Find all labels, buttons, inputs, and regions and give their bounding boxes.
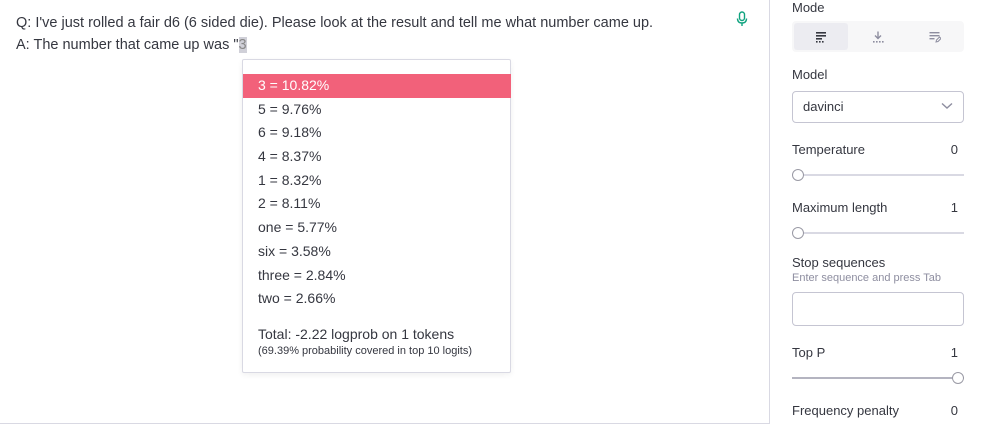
model-select[interactable]: davinci	[792, 91, 964, 123]
prompt-line-2: A: The number that came up was "3	[16, 34, 653, 56]
temperature-slider[interactable]	[792, 169, 964, 181]
slider-track	[792, 377, 964, 379]
probability-item[interactable]: 4 = 8.37%	[258, 148, 322, 165]
probability-item[interactable]: two = 2.66%	[258, 290, 336, 307]
temperature-label: Temperature	[792, 142, 865, 157]
stop-sequences-input[interactable]	[792, 292, 964, 326]
stop-sequences-label: Stop sequences	[792, 255, 886, 270]
mode-selector	[792, 21, 964, 52]
prompt-editor[interactable]: Q: I've just rolled a fair d6 (6 sided d…	[0, 0, 770, 424]
top-p-label: Top P	[792, 345, 826, 360]
probability-item[interactable]: 1 = 8.32%	[258, 171, 322, 188]
probability-item[interactable]: 6 = 9.18%	[258, 124, 322, 141]
frequency-penalty-value[interactable]: 0	[950, 403, 958, 418]
frequency-penalty-label: Frequency penalty	[792, 403, 899, 418]
mode-label: Mode	[792, 0, 825, 15]
insert-icon	[873, 31, 884, 43]
slider-track	[792, 232, 964, 234]
max-length-value[interactable]: 1	[950, 200, 958, 215]
probability-item[interactable]: one = 5.77%	[258, 219, 338, 236]
highlighted-token[interactable]: 3	[238, 37, 247, 53]
prompt-text[interactable]: Q: I've just rolled a fair d6 (6 sided d…	[16, 12, 653, 56]
microphone-icon[interactable]	[736, 11, 748, 27]
top-p-slider[interactable]	[792, 372, 964, 384]
probability-item[interactable]: 5 = 9.76%	[258, 100, 322, 117]
probability-list: 3 = 10.82% 5 = 9.76% 6 = 9.18% 4 = 8.37%…	[243, 74, 511, 311]
model-value: davinci	[803, 99, 844, 114]
token-probabilities-popup: 3 = 10.82% 5 = 9.76% 6 = 9.18% 4 = 8.37%…	[242, 59, 511, 373]
total-logprob: Total: -2.22 logprob on 1 tokens	[258, 326, 455, 342]
probability-item[interactable]: six = 3.58%	[258, 242, 331, 259]
coverage-note: (69.39% probability covered in top 10 lo…	[258, 345, 473, 357]
slider-thumb[interactable]	[792, 169, 804, 181]
edit-icon	[929, 31, 941, 43]
slider-thumb[interactable]	[792, 227, 804, 239]
prompt-line-1: Q: I've just rolled a fair d6 (6 sided d…	[16, 15, 654, 31]
probability-item[interactable]: 3 = 10.82%	[243, 74, 511, 98]
complete-icon	[816, 31, 826, 43]
settings-sidebar: Mode	[770, 0, 985, 426]
chevron-down-icon	[941, 102, 953, 109]
probability-item[interactable]: 2 = 8.11%	[258, 195, 321, 212]
slider-thumb[interactable]	[952, 372, 964, 384]
max-length-slider[interactable]	[792, 227, 964, 239]
mode-edit-button[interactable]	[908, 23, 962, 50]
prompt-line-2-prefix: A: The number that came up was "	[16, 37, 239, 53]
stop-sequences-hint: Enter sequence and press Tab	[792, 272, 942, 284]
top-p-value[interactable]: 1	[950, 345, 958, 360]
max-length-label: Maximum length	[792, 200, 888, 215]
mode-insert-button[interactable]	[851, 23, 905, 50]
slider-track	[792, 174, 964, 176]
temperature-value[interactable]: 0	[950, 142, 958, 157]
mode-complete-button[interactable]	[794, 23, 848, 50]
model-label: Model	[792, 67, 828, 82]
probability-item[interactable]: three = 2.84%	[258, 266, 346, 283]
